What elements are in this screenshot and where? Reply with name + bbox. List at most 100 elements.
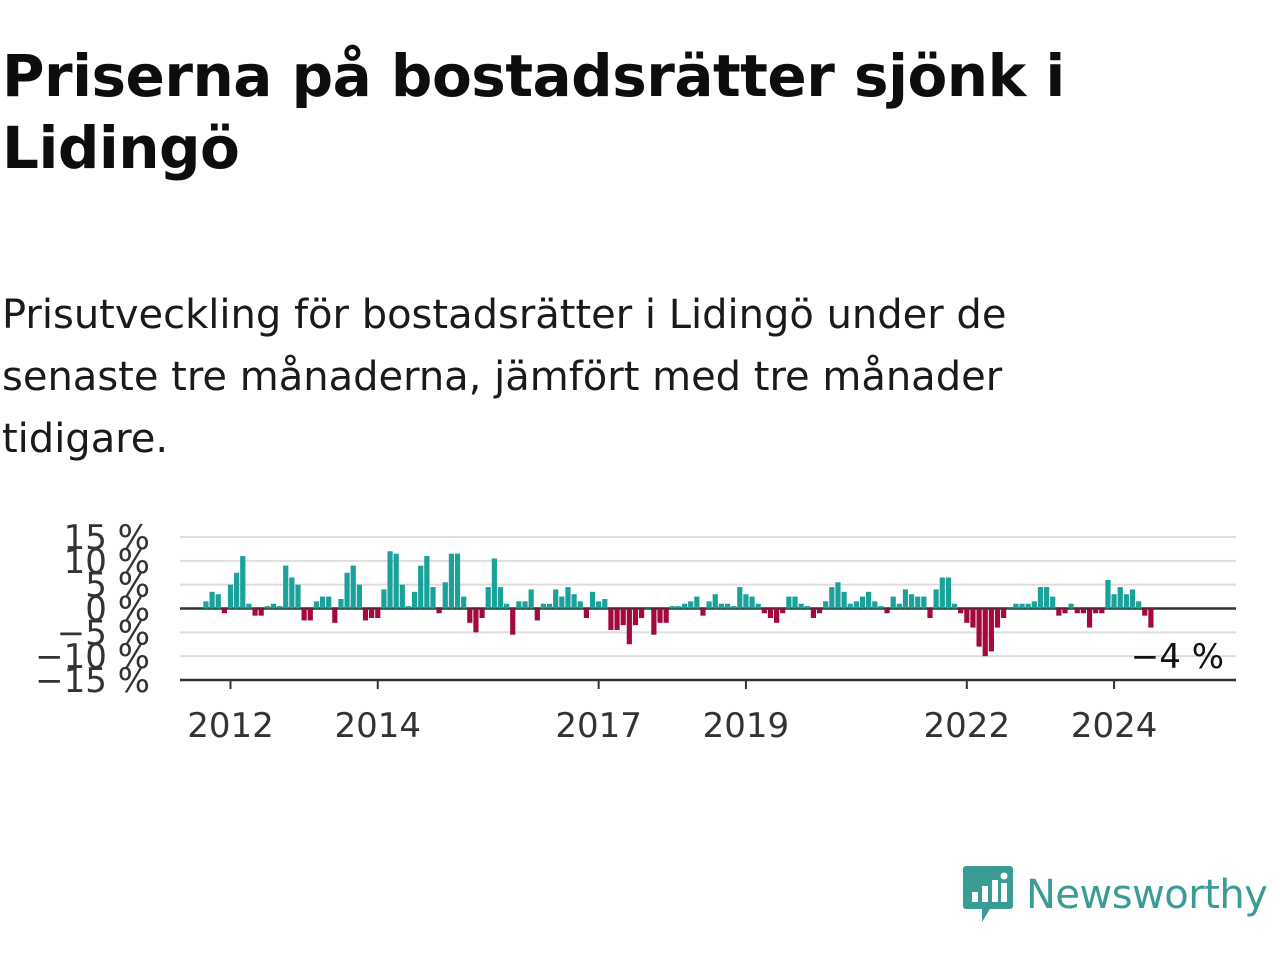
bar — [491, 558, 497, 609]
bar — [283, 565, 289, 609]
bar — [657, 608, 663, 623]
bar — [1142, 608, 1148, 616]
bar — [688, 601, 694, 609]
bar — [338, 598, 344, 609]
bar — [712, 594, 718, 609]
bar — [276, 606, 283, 609]
x-tick-label: 2014 — [334, 706, 421, 746]
bar — [258, 608, 264, 616]
bar — [976, 608, 982, 647]
bar — [737, 587, 743, 609]
bar — [295, 584, 301, 609]
bar — [780, 608, 786, 614]
bar — [393, 553, 399, 609]
bar — [681, 603, 688, 609]
bar — [749, 596, 755, 609]
bar — [884, 608, 890, 614]
bar — [1129, 589, 1136, 609]
bar — [497, 587, 504, 609]
bar — [215, 594, 221, 609]
bar — [909, 594, 915, 609]
bar — [418, 565, 424, 609]
brand-name: Newsworthy — [1026, 872, 1268, 918]
bar — [559, 596, 565, 609]
bar — [620, 608, 626, 626]
bar — [804, 606, 810, 609]
bar — [571, 594, 577, 609]
bar — [951, 603, 958, 609]
bar — [731, 606, 737, 609]
newsworthy-logo: Newsworthy — [962, 862, 1268, 928]
y-tick-label: 15 % — [64, 518, 150, 558]
bar — [448, 553, 454, 609]
bar — [442, 582, 448, 609]
bar — [724, 603, 731, 609]
y-tick-label: −15 % — [35, 661, 150, 701]
bar — [467, 608, 473, 623]
bar — [945, 577, 952, 609]
bar — [313, 601, 319, 609]
bar — [399, 584, 405, 609]
bar — [602, 598, 608, 609]
bar — [289, 577, 295, 609]
bar — [510, 608, 516, 635]
bar — [221, 608, 227, 614]
bar — [1037, 587, 1044, 609]
bar — [411, 591, 418, 609]
bar — [209, 591, 215, 609]
bar — [823, 601, 829, 609]
bar — [970, 608, 976, 628]
bar — [596, 601, 602, 609]
bar — [387, 551, 393, 609]
bar — [473, 608, 479, 633]
bar — [798, 603, 804, 609]
bar — [307, 608, 313, 621]
bar — [988, 608, 994, 652]
bar — [227, 584, 234, 609]
bar — [565, 587, 571, 609]
bar — [1074, 608, 1080, 614]
bar — [356, 584, 362, 609]
bar — [921, 596, 927, 609]
bar — [835, 582, 841, 609]
bar — [669, 606, 675, 609]
bar — [1093, 608, 1099, 614]
bar — [528, 589, 534, 609]
bar — [810, 608, 817, 619]
y-tick-label: −5 % — [57, 613, 150, 653]
bar — [436, 608, 442, 614]
bar — [718, 603, 724, 609]
bar — [872, 601, 878, 609]
bar — [1019, 603, 1025, 609]
bar — [675, 606, 682, 609]
x-tick-label: 2017 — [555, 706, 642, 746]
bar — [1099, 608, 1105, 614]
bar — [639, 608, 645, 619]
bar — [234, 572, 240, 609]
bar — [614, 608, 620, 630]
bar — [786, 596, 792, 609]
bar — [350, 565, 356, 609]
bar — [332, 608, 338, 623]
bar — [994, 608, 1001, 628]
bar — [381, 589, 387, 609]
y-tick-label: 10 % — [64, 542, 150, 582]
bar — [1031, 601, 1037, 609]
y-tick-label: 5 % — [85, 566, 150, 606]
bar — [767, 608, 774, 619]
bar — [1056, 608, 1062, 616]
bar — [1111, 594, 1117, 609]
bar — [1007, 608, 1013, 609]
bar — [504, 603, 510, 609]
bar — [859, 596, 866, 609]
bar — [369, 608, 375, 619]
bar — [375, 608, 381, 619]
bar — [1062, 608, 1068, 614]
bar — [424, 556, 430, 609]
bar — [632, 608, 639, 626]
bar — [430, 587, 436, 609]
y-tick-label: −10 % — [35, 637, 150, 677]
bar — [1025, 603, 1031, 609]
bar — [847, 603, 853, 609]
bar — [270, 603, 277, 609]
